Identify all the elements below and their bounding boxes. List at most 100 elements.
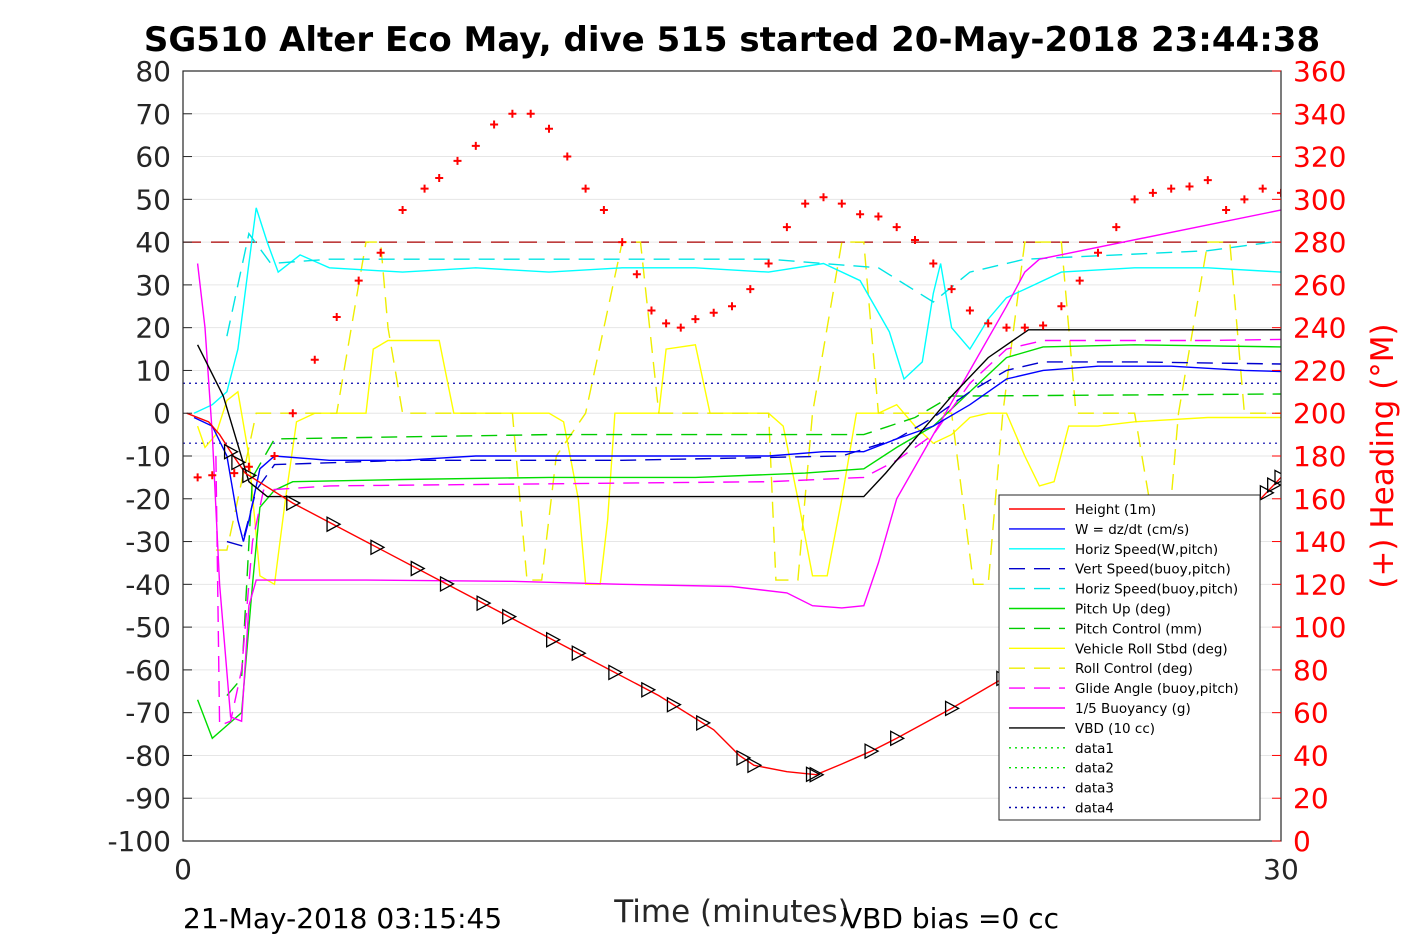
- heading-point: [837, 199, 846, 208]
- heading-point: [676, 323, 685, 332]
- heading-point: [1130, 195, 1139, 204]
- height-marker: [1345, 410, 1358, 424]
- right-tick-label: 220: [1293, 354, 1346, 387]
- right-tick-label: 0: [1293, 825, 1311, 858]
- right-tick-label: 320: [1293, 141, 1346, 174]
- heading-point: [801, 199, 810, 208]
- left-tick-label: 70: [135, 98, 171, 131]
- right-tick-label: 120: [1293, 568, 1346, 601]
- left-tick-label: 80: [135, 55, 171, 88]
- height-marker: [231, 454, 247, 471]
- height-marker: [242, 467, 258, 484]
- heading-point: [782, 223, 791, 232]
- height-marker: [809, 766, 825, 783]
- height-marker: [641, 681, 657, 698]
- left-tick-label: -90: [125, 782, 171, 815]
- series-line-pitch_ctl: [226, 393, 1281, 697]
- heading-point: [892, 223, 901, 232]
- height-marker: [890, 730, 906, 747]
- legend-label-data1: data1: [1075, 741, 1114, 757]
- right-tick-label: 140: [1293, 526, 1346, 559]
- right-tick-label: 260: [1293, 269, 1346, 302]
- heading-point: [545, 124, 553, 133]
- right-tick-label: 240: [1293, 312, 1346, 345]
- right-tick-label: 80: [1293, 654, 1329, 687]
- right-tick-label: 100: [1293, 611, 1346, 644]
- left-tick-label: 50: [135, 183, 171, 216]
- heading-point: [1020, 323, 1029, 332]
- height-marker: [439, 575, 455, 592]
- heading-point: [874, 212, 883, 221]
- left-tick-label: 40: [135, 226, 171, 259]
- height-marker: [370, 539, 386, 556]
- heading-point: [1002, 323, 1011, 332]
- heading-point: [1148, 188, 1157, 197]
- heading-point: [1258, 184, 1267, 193]
- heading-point: [965, 306, 974, 315]
- height-marker: [747, 757, 763, 774]
- heading-point: [599, 206, 608, 215]
- legend-label-buoy: 1/5 Buoyancy (g): [1075, 701, 1191, 717]
- heading-point: [453, 156, 462, 165]
- left-axis-ticks: 80 70 60 50 40 30 20 10 0 -10 -20 -30 -40 -50 -60 -70 -8…: [107, 55, 192, 858]
- heading-point: [819, 193, 828, 202]
- heading-point: [332, 312, 341, 321]
- height-marker: [805, 766, 821, 783]
- heading-point: [856, 210, 865, 219]
- heading-point: [288, 409, 297, 418]
- heading-point: [1075, 276, 1084, 285]
- heading-point: [508, 109, 517, 118]
- legend-label-horiz: Horiz Speed(W,pitch): [1075, 542, 1218, 558]
- legend-label-glide: Glide Angle (buoy,pitch): [1075, 681, 1239, 697]
- x-tick-label: 30: [1263, 853, 1299, 886]
- right-axis-label: (+) Heading (°M): [1365, 323, 1401, 588]
- series-line-roll_ctl: [215, 241, 1281, 585]
- legend-label-w: W = dz/dt (cm/s): [1075, 522, 1189, 538]
- heading-point: [1314, 174, 1322, 182]
- heading-point: [435, 173, 444, 182]
- heading-point: [376, 248, 385, 257]
- height-marker: [223, 443, 239, 460]
- legend: Height (1m) W = dz/dt (cm/s) Horiz Speed(W…: [998, 494, 1261, 821]
- heading-point: [244, 462, 253, 471]
- legend-label-pitch_ctl: Pitch Control (mm): [1075, 621, 1202, 637]
- x-axis-label: Time (minutes): [613, 894, 849, 930]
- right-tick-label: 200: [1293, 397, 1346, 430]
- left-tick-label: -70: [125, 697, 171, 730]
- series-line-glide: [215, 338, 1281, 727]
- heading-point: [662, 319, 671, 328]
- height-marker: [666, 696, 682, 713]
- right-axis-ticks: 3603403203002802602402202001801601401201…: [1272, 55, 1346, 858]
- footer-timestamp: 21-May-2018 03:15:45: [183, 902, 502, 935]
- legend-label-vbd: VBD (10 cc): [1075, 721, 1155, 737]
- heading-point: [581, 184, 590, 193]
- series-line-w: [193, 365, 1281, 542]
- height-marker: [608, 664, 624, 681]
- heading-point: [1167, 184, 1176, 193]
- legend-label-data3: data3: [1075, 781, 1114, 797]
- left-tick-label: 60: [135, 141, 171, 174]
- x-axis-ticks: 0 30: [174, 832, 1299, 886]
- series-line-buoy: [196, 209, 1281, 723]
- heading-point: [230, 469, 239, 478]
- footer-vbd-bias: VBD bias =0 cc: [843, 902, 1059, 935]
- right-tick-label: 280: [1293, 226, 1346, 259]
- series-line-vbd: [196, 329, 1281, 498]
- heading-point: [691, 315, 700, 324]
- height-marker: [1259, 484, 1275, 501]
- heading-point: [728, 302, 736, 311]
- height-marker: [864, 743, 880, 760]
- heading-point: [270, 452, 279, 460]
- heading-point: [618, 238, 627, 247]
- left-tick-label: 0: [153, 397, 171, 430]
- heading-point: [1240, 195, 1249, 204]
- heading-point: [632, 270, 641, 279]
- heading-point: [709, 308, 718, 317]
- right-tick-label: 300: [1293, 183, 1346, 216]
- height-marker: [696, 714, 712, 732]
- heading-point: [1039, 321, 1048, 330]
- left-tick-label: -10: [125, 440, 171, 473]
- heading-point: [929, 259, 938, 268]
- heading-point: [647, 306, 656, 315]
- heading-point: [208, 471, 217, 480]
